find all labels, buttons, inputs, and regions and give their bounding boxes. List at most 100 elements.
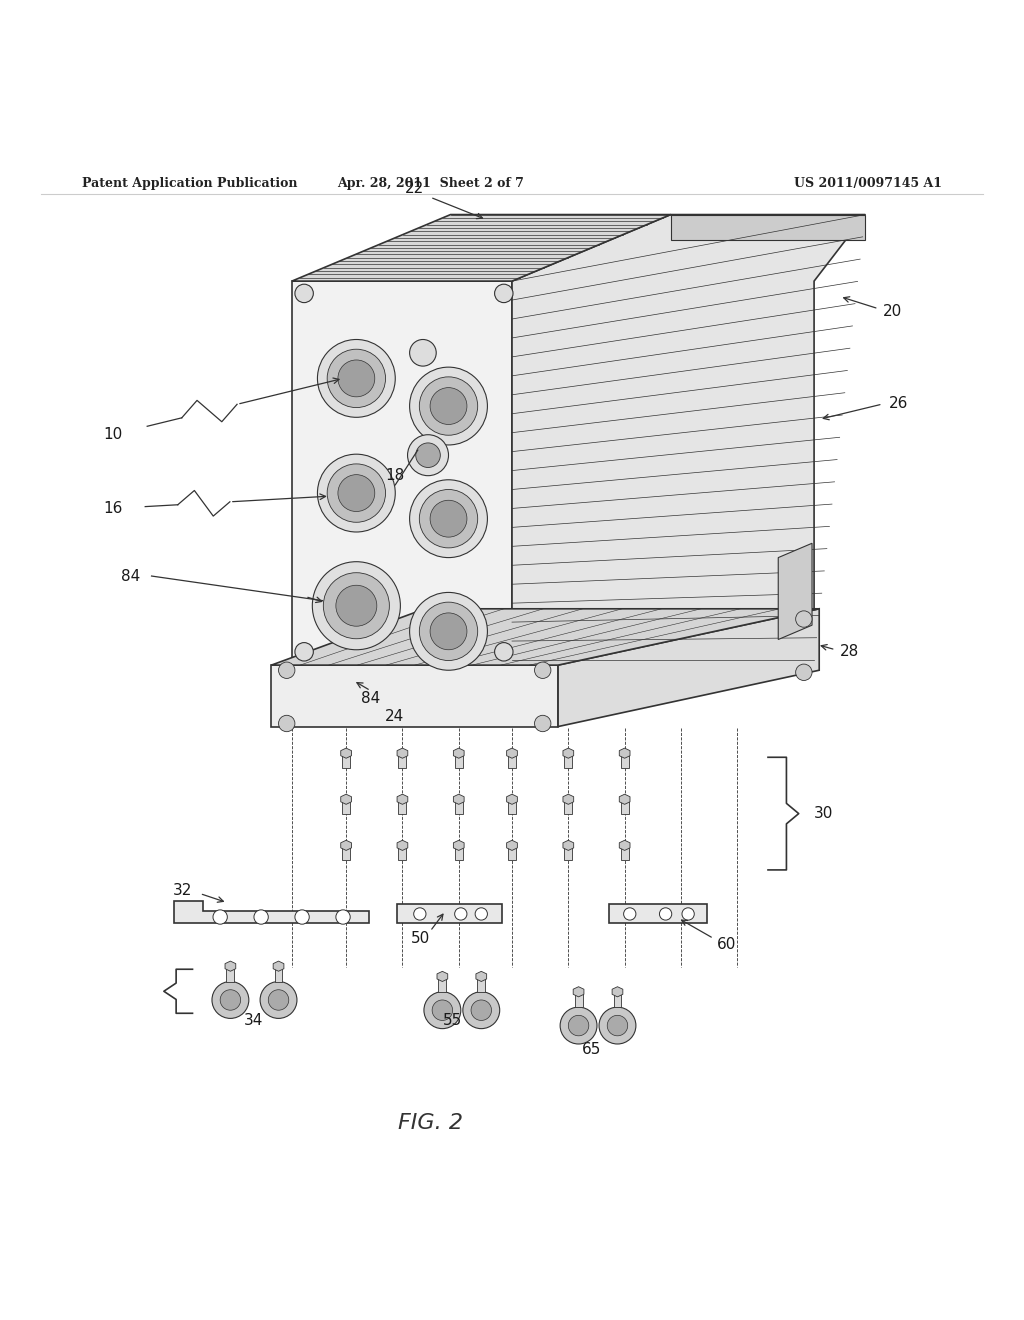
Polygon shape xyxy=(342,845,350,859)
Polygon shape xyxy=(574,991,583,1007)
Circle shape xyxy=(279,715,295,731)
Polygon shape xyxy=(621,754,629,767)
Text: 84: 84 xyxy=(122,569,140,583)
Polygon shape xyxy=(508,754,516,767)
Text: 55: 55 xyxy=(443,1012,462,1028)
Polygon shape xyxy=(398,754,407,767)
Polygon shape xyxy=(398,845,407,859)
Circle shape xyxy=(312,562,400,649)
Polygon shape xyxy=(507,748,517,758)
Text: 22: 22 xyxy=(406,181,424,197)
Circle shape xyxy=(410,367,487,445)
Polygon shape xyxy=(573,987,584,997)
Polygon shape xyxy=(613,991,622,1007)
Text: US 2011/0097145 A1: US 2011/0097145 A1 xyxy=(794,177,942,190)
Text: 24: 24 xyxy=(385,709,403,723)
Text: 30: 30 xyxy=(814,807,834,821)
Circle shape xyxy=(254,909,268,924)
Text: 84: 84 xyxy=(361,692,380,706)
Text: 10: 10 xyxy=(103,428,122,442)
Polygon shape xyxy=(620,748,630,758)
Polygon shape xyxy=(609,904,707,923)
Circle shape xyxy=(295,643,313,661)
Polygon shape xyxy=(455,754,463,767)
Polygon shape xyxy=(271,609,819,665)
Circle shape xyxy=(212,982,249,1019)
Polygon shape xyxy=(454,795,464,804)
Polygon shape xyxy=(671,215,865,240)
Circle shape xyxy=(495,284,513,302)
Polygon shape xyxy=(558,609,819,726)
Polygon shape xyxy=(438,977,446,991)
Circle shape xyxy=(455,908,467,920)
Circle shape xyxy=(430,500,467,537)
Circle shape xyxy=(420,602,477,660)
Polygon shape xyxy=(476,972,486,982)
Circle shape xyxy=(295,284,313,302)
Polygon shape xyxy=(508,800,516,813)
Polygon shape xyxy=(507,795,517,804)
Text: 65: 65 xyxy=(583,1041,601,1056)
Circle shape xyxy=(424,991,461,1028)
Circle shape xyxy=(410,593,487,671)
Circle shape xyxy=(624,908,636,920)
Polygon shape xyxy=(174,900,369,923)
Circle shape xyxy=(260,982,297,1019)
Circle shape xyxy=(213,909,227,924)
Polygon shape xyxy=(612,987,623,997)
Circle shape xyxy=(336,585,377,626)
Polygon shape xyxy=(398,800,407,813)
Polygon shape xyxy=(563,748,573,758)
Circle shape xyxy=(535,715,551,731)
Text: Patent Application Publication: Patent Application Publication xyxy=(82,177,297,190)
Polygon shape xyxy=(437,972,447,982)
Polygon shape xyxy=(397,904,502,923)
Polygon shape xyxy=(455,845,463,859)
Circle shape xyxy=(682,908,694,920)
Circle shape xyxy=(535,663,551,678)
Polygon shape xyxy=(778,544,812,639)
Polygon shape xyxy=(292,281,512,660)
Circle shape xyxy=(560,1007,597,1044)
Polygon shape xyxy=(397,795,408,804)
Polygon shape xyxy=(508,845,516,859)
Polygon shape xyxy=(564,754,572,767)
Circle shape xyxy=(659,908,672,920)
Polygon shape xyxy=(341,748,351,758)
Polygon shape xyxy=(342,800,350,813)
Polygon shape xyxy=(563,795,573,804)
Circle shape xyxy=(796,611,812,627)
Text: 32: 32 xyxy=(173,883,193,898)
Circle shape xyxy=(495,643,513,661)
Circle shape xyxy=(568,1015,589,1036)
Circle shape xyxy=(420,490,477,548)
Circle shape xyxy=(410,339,436,366)
Polygon shape xyxy=(292,215,671,281)
Polygon shape xyxy=(341,841,351,850)
Circle shape xyxy=(414,908,426,920)
Circle shape xyxy=(328,350,385,408)
Circle shape xyxy=(324,573,389,639)
Text: 26: 26 xyxy=(889,396,908,412)
Polygon shape xyxy=(226,966,234,982)
Circle shape xyxy=(317,454,395,532)
Text: Apr. 28, 2011  Sheet 2 of 7: Apr. 28, 2011 Sheet 2 of 7 xyxy=(337,177,523,190)
Polygon shape xyxy=(620,795,630,804)
Circle shape xyxy=(268,990,289,1010)
Polygon shape xyxy=(507,841,517,850)
Polygon shape xyxy=(342,754,350,767)
Circle shape xyxy=(338,475,375,512)
Text: 34: 34 xyxy=(245,1012,263,1028)
Circle shape xyxy=(410,479,487,557)
Text: 60: 60 xyxy=(717,937,736,952)
Polygon shape xyxy=(620,841,630,850)
Polygon shape xyxy=(274,966,283,982)
Polygon shape xyxy=(563,841,573,850)
Circle shape xyxy=(336,909,350,924)
Polygon shape xyxy=(271,665,558,726)
Circle shape xyxy=(338,360,375,397)
Text: 50: 50 xyxy=(411,931,430,946)
Polygon shape xyxy=(225,961,236,972)
Text: 20: 20 xyxy=(883,305,902,319)
Polygon shape xyxy=(454,748,464,758)
